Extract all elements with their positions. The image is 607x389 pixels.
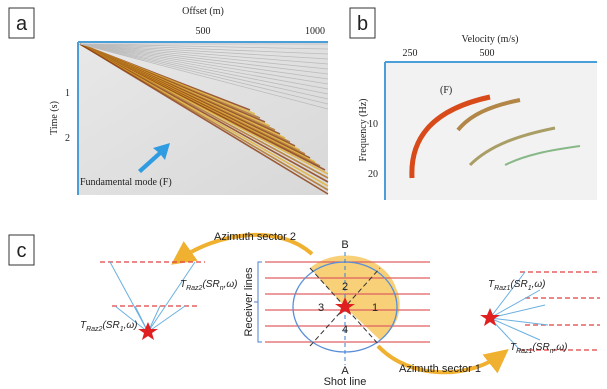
trace-label: TRaz2(SR1,ω) <box>80 320 138 333</box>
text-part: (SR <box>532 342 549 353</box>
subscript: Raz2 <box>86 326 102 333</box>
y-tick-label: 1 <box>65 88 70 99</box>
text-part: ,ω) <box>224 279 238 290</box>
annotation: (F) <box>440 85 452 96</box>
text-part: ,ω) <box>124 320 138 331</box>
sector-number: 4 <box>342 324 348 336</box>
trace-label: TRaz1(SR1,ω) <box>488 279 546 292</box>
text-part: (SR <box>510 279 527 290</box>
x-axis-label: Velocity (m/s) <box>462 34 519 45</box>
panel-label: b <box>357 13 368 35</box>
point-label: B <box>341 239 348 251</box>
x-tick-label: 500 <box>480 48 495 59</box>
trace-label: TRaz1(SRn,ω) <box>510 342 568 355</box>
trace-label: TRaz2(SRn,ω) <box>180 279 238 292</box>
plot-area <box>385 62 597 200</box>
text-part: ,ω) <box>532 279 546 290</box>
x-tick-label: 250 <box>403 48 418 59</box>
point-label: A <box>341 365 349 377</box>
sector-number: 3 <box>318 302 324 314</box>
receiver-lines-label: Receiver lines <box>243 267 255 337</box>
sector-number: 1 <box>372 302 378 314</box>
sector-label: Azimuth sector 2 <box>214 231 296 243</box>
text-part: ,ω) <box>554 342 568 353</box>
y-tick-label: 20 <box>368 169 378 180</box>
shot-line-label: Shot line <box>324 376 367 388</box>
x-tick-label: 1000 <box>305 26 325 37</box>
x-tick-label: 500 <box>196 26 211 37</box>
sector-label: Azimuth sector 1 <box>399 363 481 375</box>
sector-number: 2 <box>342 281 348 293</box>
subscript: Raz1 <box>516 348 532 355</box>
x-axis-label: Offset (m) <box>182 6 224 17</box>
subscript: Raz2 <box>186 285 202 292</box>
y-tick-label: 2 <box>65 133 70 144</box>
text-part: (SR <box>102 320 119 331</box>
text-part: (SR <box>202 279 219 290</box>
subscript: Raz1 <box>494 285 510 292</box>
y-axis-label: Time (s) <box>49 101 60 135</box>
panel-label: c <box>17 240 27 262</box>
annotation: Fundamental mode (F) <box>80 177 172 188</box>
panel-label: a <box>16 13 28 35</box>
y-tick-label: 10 <box>368 119 378 130</box>
y-axis-label: Frequency (Hz) <box>358 98 369 161</box>
figure: a Offset (m) 500 1000 Time (s) 1 2 Funda… <box>0 0 607 389</box>
